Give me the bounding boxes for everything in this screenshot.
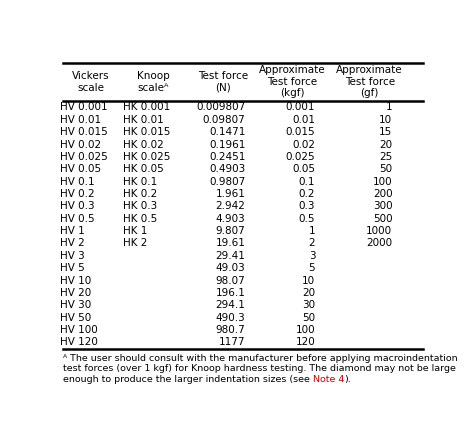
Text: ᴬ The user should consult with the manufacturer before applying macroindentation: ᴬ The user should consult with the manuf… <box>63 354 457 363</box>
Text: HK 0.01: HK 0.01 <box>123 115 164 125</box>
Text: 19.61: 19.61 <box>216 239 246 249</box>
Text: HV 0.015: HV 0.015 <box>60 127 108 137</box>
Text: HV 10: HV 10 <box>60 276 91 285</box>
Text: 0.5: 0.5 <box>299 214 315 224</box>
Text: HK 0.02: HK 0.02 <box>123 139 164 149</box>
Text: 15: 15 <box>379 127 392 137</box>
Text: HV 0.02: HV 0.02 <box>60 139 101 149</box>
Text: 0.01: 0.01 <box>292 115 315 125</box>
Text: HV 20: HV 20 <box>60 288 91 298</box>
Text: HV 0.2: HV 0.2 <box>60 189 95 199</box>
Text: HV 3: HV 3 <box>60 251 85 261</box>
Text: 98.07: 98.07 <box>216 276 246 285</box>
Text: HK 0.2: HK 0.2 <box>123 189 157 199</box>
Text: HK 1: HK 1 <box>123 226 147 236</box>
Text: ).: ). <box>344 375 351 384</box>
Text: 20: 20 <box>302 288 315 298</box>
Text: 30: 30 <box>302 300 315 310</box>
Text: 2000: 2000 <box>366 239 392 249</box>
Text: Approximate
Test force
(gf): Approximate Test force (gf) <box>337 65 403 98</box>
Text: HK 0.5: HK 0.5 <box>123 214 157 224</box>
Text: 0.02: 0.02 <box>292 139 315 149</box>
Text: 0.015: 0.015 <box>286 127 315 137</box>
Text: 0.09807: 0.09807 <box>203 115 246 125</box>
Text: 1000: 1000 <box>366 226 392 236</box>
Text: 0.2451: 0.2451 <box>209 152 246 162</box>
Text: 50: 50 <box>379 164 392 174</box>
Text: HK 0.1: HK 0.1 <box>123 177 157 187</box>
Text: 4.903: 4.903 <box>216 214 246 224</box>
Text: 10: 10 <box>302 276 315 285</box>
Text: 5: 5 <box>309 263 315 273</box>
Text: 980.7: 980.7 <box>216 325 246 335</box>
Text: HV 5: HV 5 <box>60 263 85 273</box>
Text: 2.942: 2.942 <box>216 201 246 212</box>
Text: HK 0.05: HK 0.05 <box>123 164 164 174</box>
Text: 2: 2 <box>309 239 315 249</box>
Text: 300: 300 <box>373 201 392 212</box>
Text: Test force
(N): Test force (N) <box>198 71 248 93</box>
Text: 1177: 1177 <box>219 337 246 347</box>
Text: HV 0.3: HV 0.3 <box>60 201 95 212</box>
Text: 0.1471: 0.1471 <box>209 127 246 137</box>
Text: HK 0.025: HK 0.025 <box>123 152 170 162</box>
Text: 0.025: 0.025 <box>286 152 315 162</box>
Text: HV 50: HV 50 <box>60 312 91 323</box>
Text: 1.961: 1.961 <box>216 189 246 199</box>
Text: 25: 25 <box>379 152 392 162</box>
Text: 49.03: 49.03 <box>216 263 246 273</box>
Text: HV 0.05: HV 0.05 <box>60 164 101 174</box>
Text: 1: 1 <box>309 226 315 236</box>
Text: 0.9807: 0.9807 <box>209 177 246 187</box>
Text: HV 0.5: HV 0.5 <box>60 214 95 224</box>
Text: test forces (over 1 kgf) for Knoop hardness testing. The diamond may not be larg: test forces (over 1 kgf) for Knoop hardn… <box>63 364 456 373</box>
Text: 1: 1 <box>386 102 392 112</box>
Text: HK 0.3: HK 0.3 <box>123 201 157 212</box>
Text: 196.1: 196.1 <box>216 288 246 298</box>
Text: 120: 120 <box>296 337 315 347</box>
Text: HK 0.001: HK 0.001 <box>123 102 170 112</box>
Text: 0.3: 0.3 <box>299 201 315 212</box>
Text: 100: 100 <box>373 177 392 187</box>
Text: HV 2: HV 2 <box>60 239 85 249</box>
Text: 3: 3 <box>309 251 315 261</box>
Text: HV 0.025: HV 0.025 <box>60 152 108 162</box>
Text: 29.41: 29.41 <box>216 251 246 261</box>
Text: 294.1: 294.1 <box>216 300 246 310</box>
Text: HV 0.01: HV 0.01 <box>60 115 101 125</box>
Text: 490.3: 490.3 <box>216 312 246 323</box>
Text: 0.4903: 0.4903 <box>209 164 246 174</box>
Text: Note 4: Note 4 <box>313 375 344 384</box>
Text: 0.05: 0.05 <box>292 164 315 174</box>
Text: HV 0.001: HV 0.001 <box>60 102 108 112</box>
Text: Knoop
scaleᴬ: Knoop scaleᴬ <box>137 71 169 93</box>
Text: HV 1: HV 1 <box>60 226 85 236</box>
Text: HK 2: HK 2 <box>123 239 147 249</box>
Text: 0.1: 0.1 <box>299 177 315 187</box>
Text: 0.2: 0.2 <box>299 189 315 199</box>
Text: 0.009807: 0.009807 <box>196 102 246 112</box>
Text: Approximate
Test force
(kgf): Approximate Test force (kgf) <box>259 65 326 98</box>
Text: 9.807: 9.807 <box>216 226 246 236</box>
Text: 10: 10 <box>379 115 392 125</box>
Text: HV 0.1: HV 0.1 <box>60 177 95 187</box>
Text: enough to produce the larger indentation sizes (see: enough to produce the larger indentation… <box>63 375 313 384</box>
Text: 50: 50 <box>302 312 315 323</box>
Text: 200: 200 <box>373 189 392 199</box>
Text: 0.1961: 0.1961 <box>209 139 246 149</box>
Text: HV 30: HV 30 <box>60 300 91 310</box>
Text: HK 0.015: HK 0.015 <box>123 127 170 137</box>
Text: HV 100: HV 100 <box>60 325 98 335</box>
Text: 500: 500 <box>373 214 392 224</box>
Text: 100: 100 <box>296 325 315 335</box>
Text: Vickers
scale: Vickers scale <box>72 71 109 93</box>
Text: 0.001: 0.001 <box>286 102 315 112</box>
Text: HV 120: HV 120 <box>60 337 98 347</box>
Text: 20: 20 <box>379 139 392 149</box>
